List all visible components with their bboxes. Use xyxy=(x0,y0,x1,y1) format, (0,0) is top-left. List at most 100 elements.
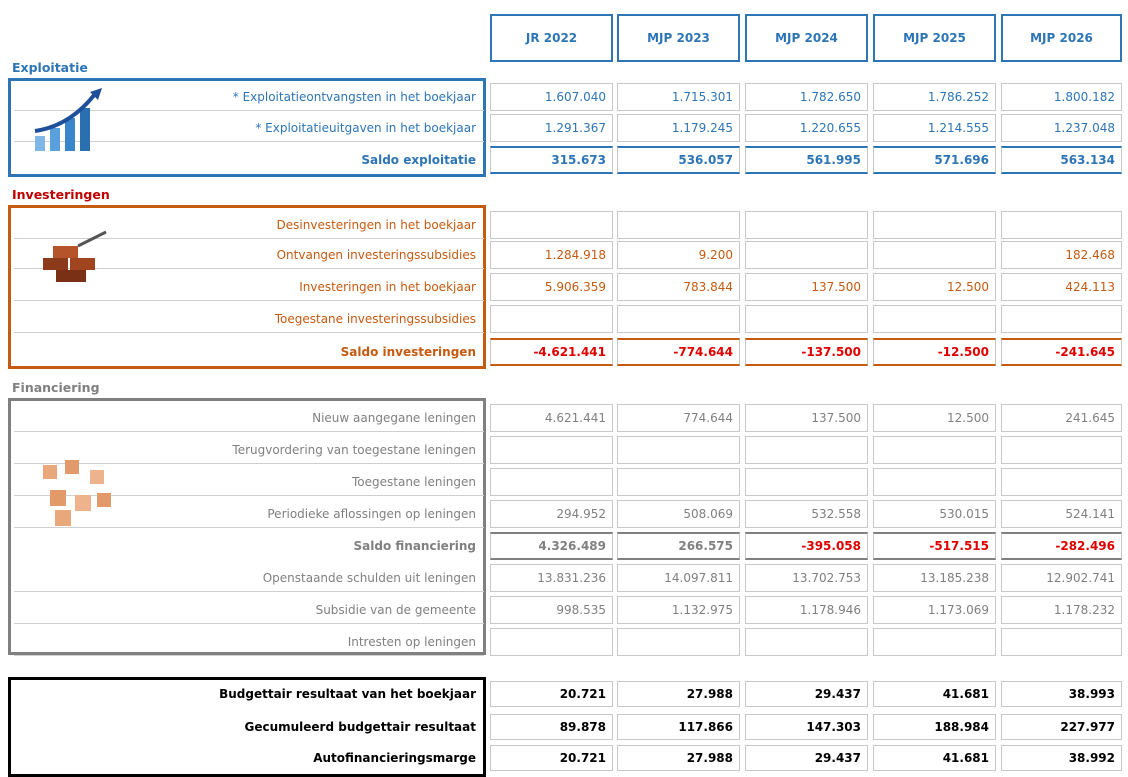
value-cell xyxy=(873,468,996,496)
row-label: Saldo financiering xyxy=(14,532,484,560)
value-cell: -241.645 xyxy=(1001,338,1122,366)
row-label: Gecumuleerd budgettair resultaat xyxy=(14,714,484,740)
value-cell: 783.844 xyxy=(617,273,740,301)
value-cell: 774.644 xyxy=(617,404,740,432)
value-cell xyxy=(490,436,613,464)
value-cell: 4.621.441 xyxy=(490,404,613,432)
value-cell: 13.185.238 xyxy=(873,564,996,592)
value-cell: 536.057 xyxy=(617,146,740,174)
value-cell xyxy=(745,436,868,464)
value-cell: 1.782.650 xyxy=(745,83,868,111)
value-cell: 1.284.918 xyxy=(490,241,613,269)
value-cell: 5.906.359 xyxy=(490,273,613,301)
value-cell xyxy=(873,305,996,333)
value-cell: 9.200 xyxy=(617,241,740,269)
value-cell xyxy=(1001,628,1122,656)
value-cell xyxy=(1001,305,1122,333)
value-cell: 20.721 xyxy=(490,745,613,771)
value-cell xyxy=(490,211,613,239)
column-header: JR 2022 xyxy=(490,14,613,62)
value-cell: 508.069 xyxy=(617,500,740,528)
value-cell: 41.681 xyxy=(873,745,996,771)
column-header: MJP 2026 xyxy=(1001,14,1122,62)
section-title: Investeringen xyxy=(12,187,110,202)
value-cell: 20.721 xyxy=(490,681,613,707)
value-cell: 563.134 xyxy=(1001,146,1122,174)
percent-cubes-icon xyxy=(35,455,120,530)
value-cell: 29.437 xyxy=(745,745,868,771)
value-cell: -12.500 xyxy=(873,338,996,366)
value-cell: 561.995 xyxy=(745,146,868,174)
value-cell: 182.468 xyxy=(1001,241,1122,269)
value-cell xyxy=(873,436,996,464)
value-cell: 38.992 xyxy=(1001,745,1122,771)
chart-icon xyxy=(30,86,120,166)
value-cell xyxy=(617,468,740,496)
value-cell: 227.977 xyxy=(1001,714,1122,740)
bricks-icon xyxy=(38,228,118,288)
value-cell: 12.500 xyxy=(873,273,996,301)
value-cell: 188.984 xyxy=(873,714,996,740)
value-cell xyxy=(873,628,996,656)
value-cell xyxy=(490,305,613,333)
value-cell xyxy=(617,436,740,464)
value-cell: -282.496 xyxy=(1001,532,1122,560)
value-cell xyxy=(1001,211,1122,239)
value-cell: 147.303 xyxy=(745,714,868,740)
value-cell: 1.173.069 xyxy=(873,596,996,624)
value-cell: 530.015 xyxy=(873,500,996,528)
value-cell xyxy=(617,211,740,239)
value-cell: 424.113 xyxy=(1001,273,1122,301)
value-cell: 29.437 xyxy=(745,681,868,707)
value-cell xyxy=(873,211,996,239)
value-cell xyxy=(1001,436,1122,464)
column-header: MJP 2023 xyxy=(617,14,740,62)
value-cell: 4.326.489 xyxy=(490,532,613,560)
row-label: Openstaande schulden uit leningen xyxy=(14,564,484,592)
value-cell: -517.515 xyxy=(873,532,996,560)
value-cell: 998.535 xyxy=(490,596,613,624)
value-cell: 1.237.048 xyxy=(1001,114,1122,142)
value-cell: 89.878 xyxy=(490,714,613,740)
value-cell: 241.645 xyxy=(1001,404,1122,432)
value-cell: 38.993 xyxy=(1001,681,1122,707)
value-cell: 1.178.946 xyxy=(745,596,868,624)
value-cell xyxy=(745,241,868,269)
value-cell: -4.621.441 xyxy=(490,338,613,366)
value-cell xyxy=(490,628,613,656)
value-cell: 137.500 xyxy=(745,273,868,301)
column-header: MJP 2025 xyxy=(873,14,996,62)
column-header: MJP 2024 xyxy=(745,14,868,62)
value-cell: 294.952 xyxy=(490,500,613,528)
value-cell xyxy=(745,468,868,496)
value-cell xyxy=(745,628,868,656)
value-cell: 13.702.753 xyxy=(745,564,868,592)
value-cell: 12.902.741 xyxy=(1001,564,1122,592)
value-cell: 571.696 xyxy=(873,146,996,174)
value-cell xyxy=(1001,468,1122,496)
row-label: Intresten op leningen xyxy=(14,628,484,656)
value-cell: 1.607.040 xyxy=(490,83,613,111)
row-label: Subsidie van de gemeente xyxy=(14,596,484,624)
value-cell: 532.558 xyxy=(745,500,868,528)
section-title: Financiering xyxy=(12,380,100,395)
value-cell xyxy=(745,305,868,333)
value-cell: 1.715.301 xyxy=(617,83,740,111)
value-cell: 1.132.975 xyxy=(617,596,740,624)
value-cell: 12.500 xyxy=(873,404,996,432)
value-cell: -774.644 xyxy=(617,338,740,366)
value-cell: 1.220.655 xyxy=(745,114,868,142)
row-label: Toegestane investeringssubsidies xyxy=(14,305,484,333)
value-cell: 14.097.811 xyxy=(617,564,740,592)
value-cell: 1.179.245 xyxy=(617,114,740,142)
value-cell xyxy=(490,468,613,496)
value-cell: 117.866 xyxy=(617,714,740,740)
row-label: Nieuw aangegane leningen xyxy=(14,404,484,432)
value-cell xyxy=(873,241,996,269)
row-label: Saldo investeringen xyxy=(14,338,484,366)
value-cell: 13.831.236 xyxy=(490,564,613,592)
value-cell: 41.681 xyxy=(873,681,996,707)
value-cell: 1.178.232 xyxy=(1001,596,1122,624)
value-cell: 315.673 xyxy=(490,146,613,174)
row-label: Autofinancieringsmarge xyxy=(14,745,484,771)
